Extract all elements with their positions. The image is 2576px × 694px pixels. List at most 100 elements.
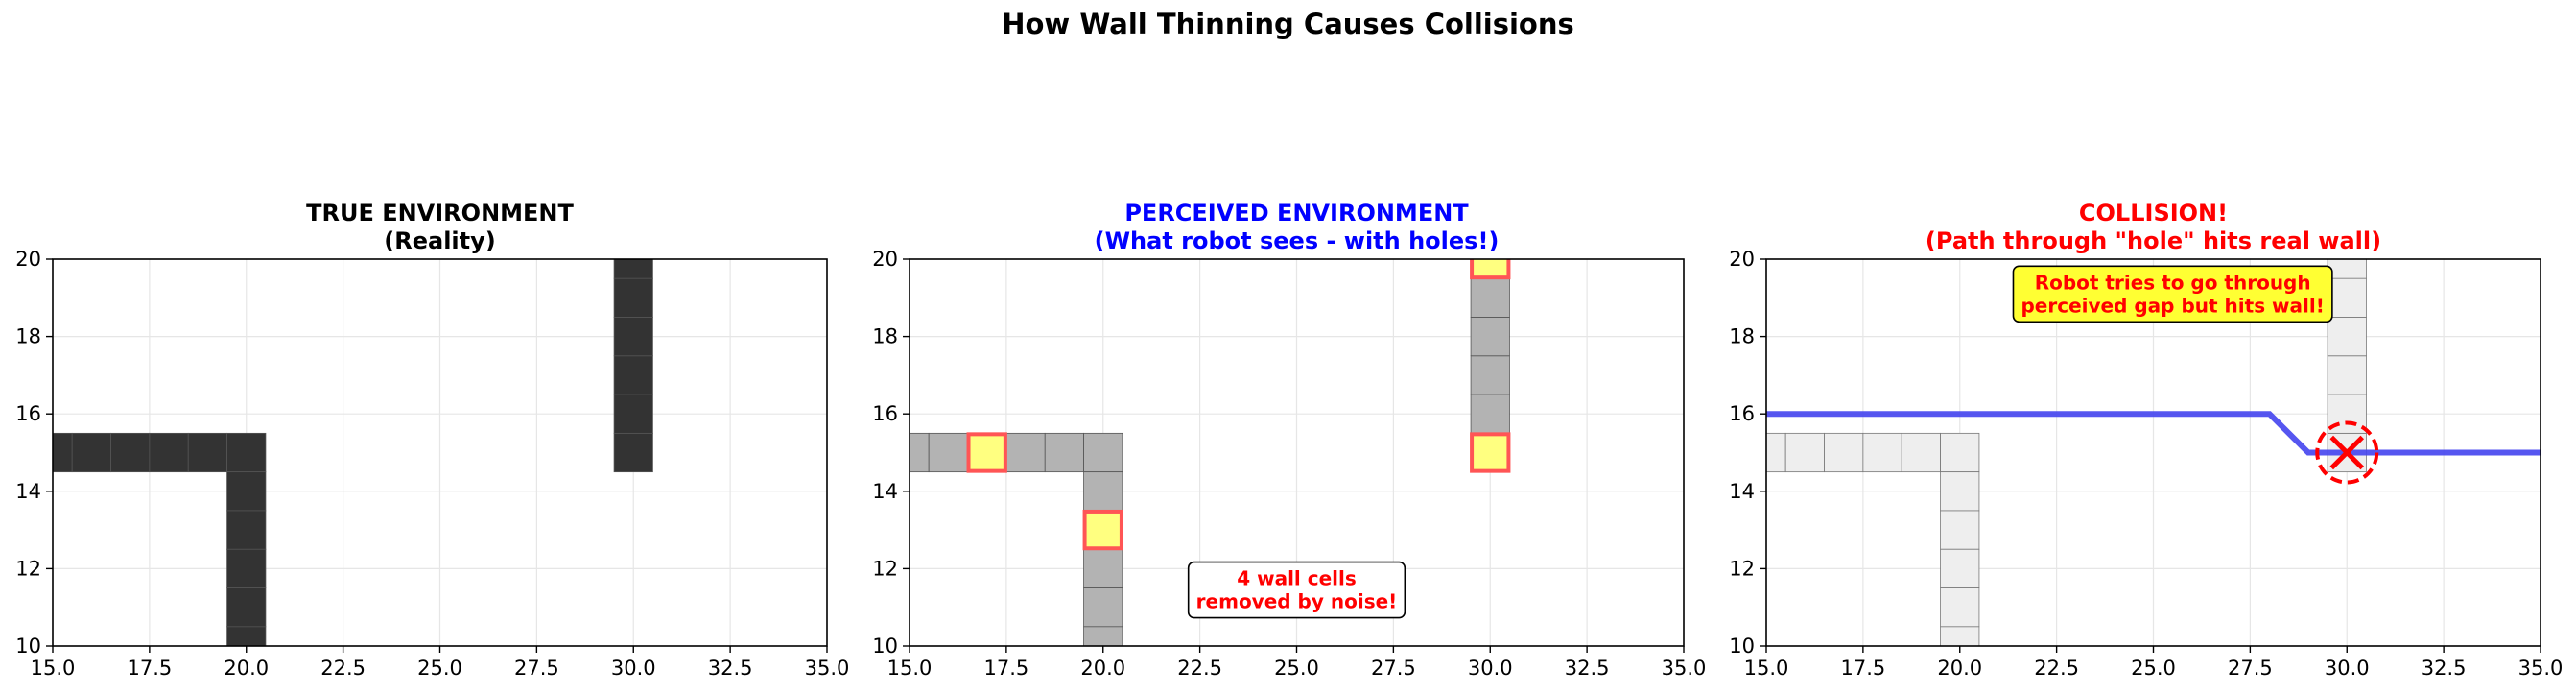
wall-cell <box>226 510 267 550</box>
wall-cell <box>613 432 653 473</box>
y-tick-label: 20 <box>1729 248 1755 271</box>
x-tick-label: 22.5 <box>320 657 366 680</box>
x-tick-label: 27.5 <box>2228 657 2273 680</box>
figure-suptitle: How Wall Thinning Causes Collisions <box>1002 8 1574 40</box>
y-tick-label: 18 <box>872 325 898 348</box>
y-tick-label: 10 <box>1729 634 1755 658</box>
wall-cell <box>1470 394 1510 434</box>
annotation-background <box>1187 561 1406 619</box>
noise-hole-cell <box>966 432 1007 473</box>
wall-cell <box>1044 432 1084 473</box>
wall-cell <box>613 317 653 357</box>
x-tick-label: 22.5 <box>2034 657 2079 680</box>
annotation-background <box>2012 265 2333 323</box>
y-tick-label: 16 <box>15 402 41 425</box>
wall-cell <box>1784 432 1825 473</box>
x-tick-label: 35.0 <box>2518 657 2564 680</box>
wall-cell <box>1940 587 1980 628</box>
annotation-text-line: Robot tries to go through <box>2035 271 2311 294</box>
y-tick-label: 18 <box>15 325 41 348</box>
x-tick-label: 32.5 <box>2422 657 2467 680</box>
y-tick-label: 10 <box>872 634 898 658</box>
y-tick-label: 12 <box>15 557 41 580</box>
x-tick-label: 30.0 <box>611 657 656 680</box>
y-tick-label: 14 <box>15 480 41 503</box>
wall-cell <box>110 432 151 473</box>
wall-cell <box>2327 394 2367 434</box>
collision-x-mark <box>2329 435 2365 470</box>
y-tick-label: 10 <box>15 634 41 658</box>
panel-subtitle: (Path through "hole" hits real wall) <box>1926 227 2381 254</box>
y-tick-label: 12 <box>872 557 898 580</box>
x-tick-label: 35.0 <box>805 657 850 680</box>
chart-panel-1: 15.0 17.5 20.0 22.5 25.0 27.5 30.0 32.5 35.0 10 12… <box>15 200 849 680</box>
wall-cell <box>1940 471 1980 512</box>
wall-cell <box>1083 548 1123 588</box>
wall-cell <box>2327 355 2367 395</box>
wall-cell <box>71 432 111 473</box>
wall-cell <box>187 432 227 473</box>
wall-cell <box>613 394 653 434</box>
robot-path-line <box>1766 411 2541 456</box>
annotation-text-line: 4 wall cells <box>1237 567 1357 590</box>
wall-cell <box>1940 510 1980 550</box>
wall-cell <box>2327 317 2367 357</box>
wall-cell <box>1470 277 1510 318</box>
panel-subtitle: (Reality) <box>384 227 495 254</box>
collision-circle <box>2315 420 2379 485</box>
wall-cell <box>1005 432 1046 473</box>
x-tick-label: 25.0 <box>417 657 462 680</box>
chart-panel-2: 15.0 17.5 20.0 22.5 25.0 27.5 30.0 32.5 35.0 10 12… <box>872 200 1706 680</box>
y-tick-label: 16 <box>1729 402 1755 425</box>
panel-subtitle: (What robot sees - with holes!) <box>1095 227 1500 254</box>
x-tick-label: 17.5 <box>1840 657 1885 680</box>
wall-cell <box>928 432 968 473</box>
wall-cell <box>1083 587 1123 628</box>
cell-layer <box>910 259 1511 646</box>
cell-layer <box>53 259 653 646</box>
wall-cell <box>149 432 189 473</box>
x-tick-label: 22.5 <box>1177 657 1222 680</box>
wall-cell <box>2327 277 2367 318</box>
wall-cell <box>1862 432 1902 473</box>
x-tick-label: 20.0 <box>1937 657 1982 680</box>
x-tick-label: 15.0 <box>31 657 76 680</box>
annotation-text-line: removed by noise! <box>1196 590 1398 613</box>
x-tick-label: 25.0 <box>1274 657 1319 680</box>
wall-cell <box>613 277 653 318</box>
x-tick-label: 30.0 <box>2325 657 2370 680</box>
x-tick-label: 30.0 <box>1468 657 1513 680</box>
wall-cell <box>613 355 653 395</box>
x-tick-label: 32.5 <box>1565 657 1610 680</box>
y-tick-label: 14 <box>872 480 898 503</box>
x-tick-label: 35.0 <box>1662 657 1707 680</box>
wall-cell <box>226 432 267 473</box>
y-tick-label: 20 <box>15 248 41 271</box>
annotation-text-line: perceived gap but hits wall! <box>2021 294 2324 317</box>
panel-title: TRUE ENVIRONMENT <box>306 200 574 227</box>
panel-title: COLLISION! <box>2079 200 2228 227</box>
wall-cell <box>226 548 267 588</box>
wall-cell <box>226 471 267 512</box>
wall-cell <box>226 587 267 628</box>
chart-panel-3: 15.0 17.5 20.0 22.5 25.0 27.5 30.0 32.5 35.0 10 12… <box>1729 200 2563 680</box>
panel-title: PERCEIVED ENVIRONMENT <box>1124 200 1469 227</box>
y-tick-label: 14 <box>1729 480 1755 503</box>
y-tick-label: 12 <box>1729 557 1755 580</box>
wall-cell <box>1470 317 1510 357</box>
x-tick-label: 27.5 <box>514 657 559 680</box>
y-tick-label: 18 <box>1729 325 1755 348</box>
wall-cell <box>1470 355 1510 395</box>
wall-cell <box>1083 432 1123 473</box>
x-tick-label: 15.0 <box>887 657 933 680</box>
x-tick-label: 25.0 <box>2131 657 2176 680</box>
x-tick-label: 17.5 <box>983 657 1028 680</box>
noise-hole-cell <box>1470 432 1511 473</box>
y-tick-label: 20 <box>872 248 898 271</box>
wall-cell <box>1940 432 1980 473</box>
x-tick-label: 27.5 <box>1371 657 1416 680</box>
wall-cell <box>1901 432 1941 473</box>
x-tick-label: 32.5 <box>708 657 753 680</box>
